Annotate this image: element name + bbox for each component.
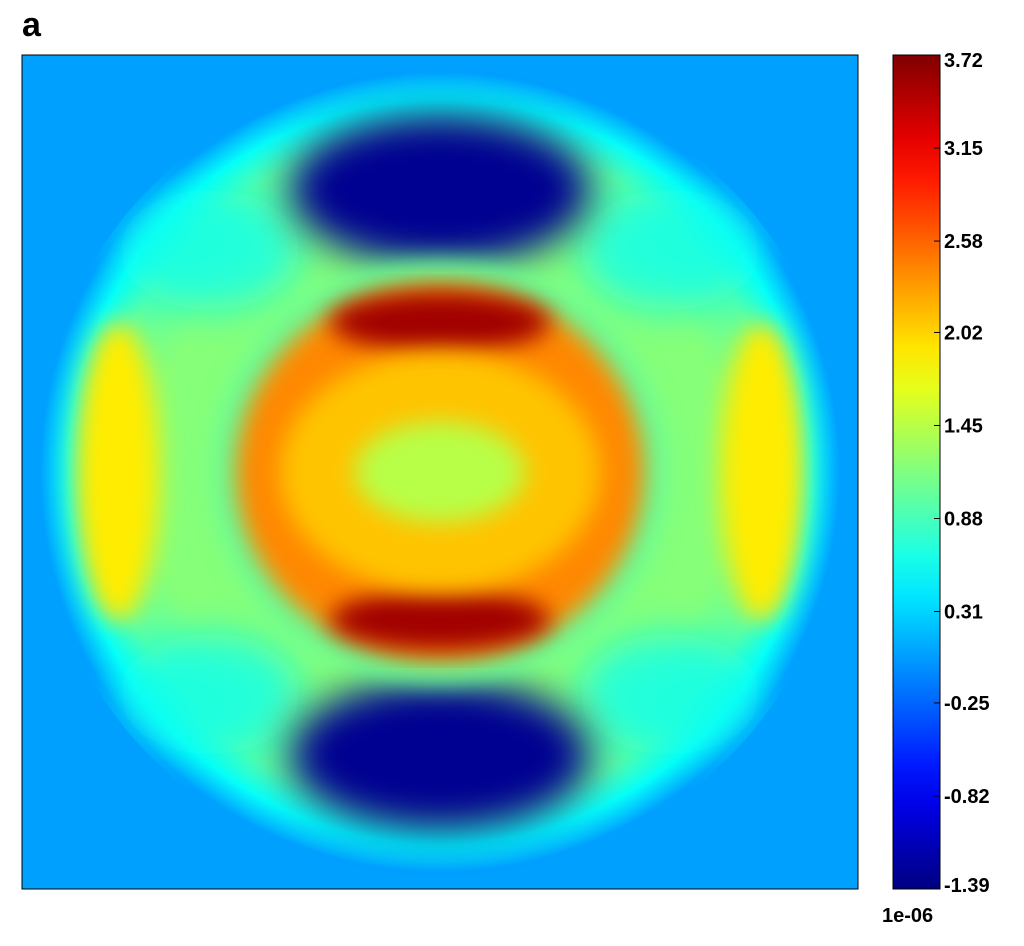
colorbar-tick-label: 2.58 [944, 231, 983, 253]
colorbar-multiplier: 1e-06 [882, 905, 933, 927]
left-yellow-lobe [76, 322, 160, 622]
central-plateau [355, 422, 525, 522]
lower-left-wing [120, 634, 300, 754]
colorbar-tick-label: 3.15 [944, 138, 983, 160]
lower-red-crest [330, 590, 550, 650]
upper-right-wing [580, 190, 760, 310]
panel-label: a [22, 6, 41, 44]
colorbar: 3.72 3.15 2.58 2.02 1.45 0.88 0.31 -0.25 -0.82 -1… [882, 50, 990, 927]
colorbar-tick-label: -1.39 [944, 875, 990, 897]
colorbar-gradient [892, 54, 941, 890]
upper-blue-trough [290, 115, 590, 265]
lower-right-wing [580, 634, 760, 754]
colorbar-tick-label: 0.31 [944, 602, 983, 624]
right-yellow-lobe [720, 322, 804, 622]
colorbar-tick-label: -0.82 [944, 786, 990, 808]
colorbar-tick-label: 3.72 [944, 50, 983, 72]
upper-red-crest [330, 292, 550, 352]
plot-area [21, 54, 859, 890]
colorbar-tick-label: -0.25 [944, 693, 990, 715]
plot-frame [21, 54, 859, 890]
colorbar-tick-label: 1.45 [944, 415, 983, 437]
colorbar-tick-label: 0.88 [944, 509, 983, 531]
lower-blue-trough [290, 680, 590, 830]
upper-left-wing [120, 190, 300, 310]
colorbar-tick-label: 2.02 [944, 322, 983, 344]
